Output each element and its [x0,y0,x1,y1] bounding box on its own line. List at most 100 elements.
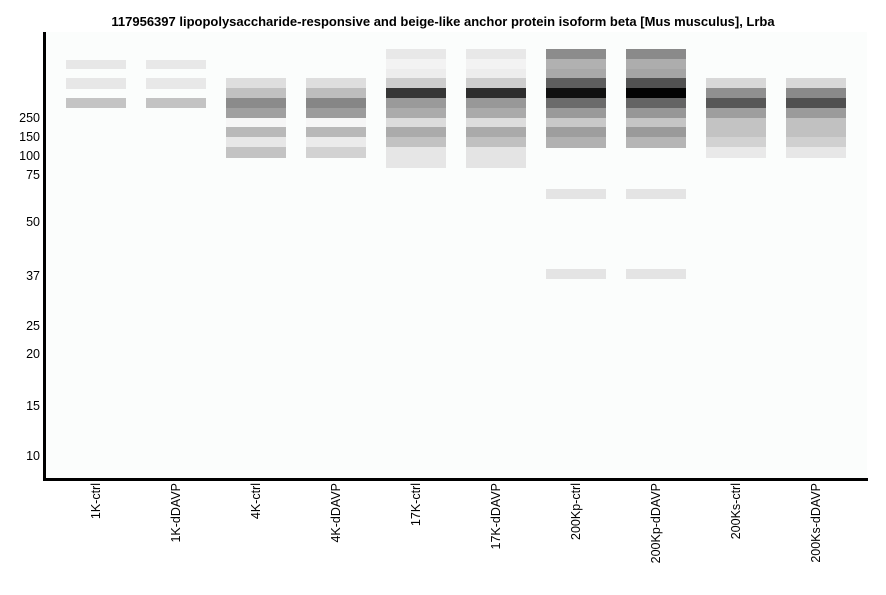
lane-label: 1K-ctrl [89,483,103,520]
gel-band [146,78,206,89]
gel-band [706,137,766,147]
gel-band [386,107,446,118]
y-tick-label: 15 [26,399,40,414]
gel-band [466,137,526,147]
gel-band [466,107,526,118]
gel-band [546,189,606,199]
gel-band [146,59,206,69]
gel-band [546,127,606,138]
gel-band [306,107,366,118]
gel-band [226,137,286,147]
lane-label: 17K-ctrl [409,483,423,527]
gel-band [466,49,526,59]
gel-band [226,98,286,108]
gel-band [386,147,446,168]
gel-band [626,189,686,199]
gel-band [546,117,606,128]
gel-band [546,78,606,89]
lane-label: 200Ks-dDAVP [809,483,823,563]
gel-band [466,58,526,69]
gel-band [546,269,606,279]
gel-band [626,78,686,89]
chart-title: 117956397 lipopolysaccharide-responsive … [111,14,775,29]
y-tick-label: 250 [19,110,40,125]
gel-band [706,107,766,118]
gel-band [546,58,606,69]
gel-band [226,117,286,128]
gel-band [306,78,366,89]
gel-band [466,78,526,89]
gel-band [466,147,526,168]
lane-label: 200Kp-dDAVP [649,483,663,564]
gel-band [706,78,766,89]
y-tick-label: 10 [26,448,40,463]
gel-band [626,98,686,108]
lane-label: 200Ks-ctrl [729,483,743,540]
gel-band [466,117,526,128]
gel-band [626,58,686,69]
gel-band [706,98,766,108]
gel-band [226,107,286,118]
gel-band [226,78,286,89]
gel-band [626,127,686,138]
gel-band [626,107,686,118]
y-tick-label: 25 [26,318,40,333]
gel-band [66,59,126,69]
lane-label: 4K-dDAVP [329,483,343,543]
gel-band [626,68,686,79]
gel-band [786,147,846,158]
gel-band [786,137,846,147]
gel-band [626,88,686,98]
gel-band [386,68,446,79]
gel-band [466,88,526,98]
gel-band [546,107,606,118]
gel-band [786,78,846,89]
y-tick-label: 75 [26,167,40,182]
y-tick-label: 37 [26,269,40,284]
gel-band [546,98,606,108]
gel-band [466,98,526,108]
gel-band [546,88,606,98]
gel-band [386,137,446,147]
gel-band [386,88,446,98]
gel-band [306,88,366,98]
gel-band [226,147,286,158]
gel-band [626,269,686,279]
x-axis-line [43,478,868,481]
lane-label: 1K-dDAVP [169,483,183,543]
y-tick-label: 150 [19,129,40,144]
gel-band [626,117,686,128]
y-axis-line [43,32,46,478]
lane-label: 17K-dDAVP [489,483,503,550]
y-tick-label: 100 [19,149,40,164]
gel-band [386,78,446,89]
gel-band [226,127,286,138]
gel-band [626,49,686,59]
gel-band [706,88,766,98]
gel-band [66,97,126,109]
lane-label: 200Kp-ctrl [569,483,583,540]
gel-band [466,68,526,79]
gel-band [546,68,606,79]
gel-band [386,127,446,138]
gel-band [146,97,206,109]
gel-band [386,117,446,128]
gel-band [786,88,846,98]
gel-band [306,127,366,138]
gel-band [466,127,526,138]
gel-band [786,107,846,118]
gel-band [626,137,686,148]
gel-band [786,117,846,138]
gel-band [706,117,766,138]
gel-band [706,147,766,158]
gel-band [306,147,366,158]
gel-band [386,58,446,69]
gel-band [226,88,286,98]
gel-band [386,98,446,108]
y-tick-label: 50 [26,215,40,230]
gel-band [306,137,366,147]
y-tick-label: 20 [26,346,40,361]
gel-band [306,98,366,108]
gel-band [306,117,366,128]
